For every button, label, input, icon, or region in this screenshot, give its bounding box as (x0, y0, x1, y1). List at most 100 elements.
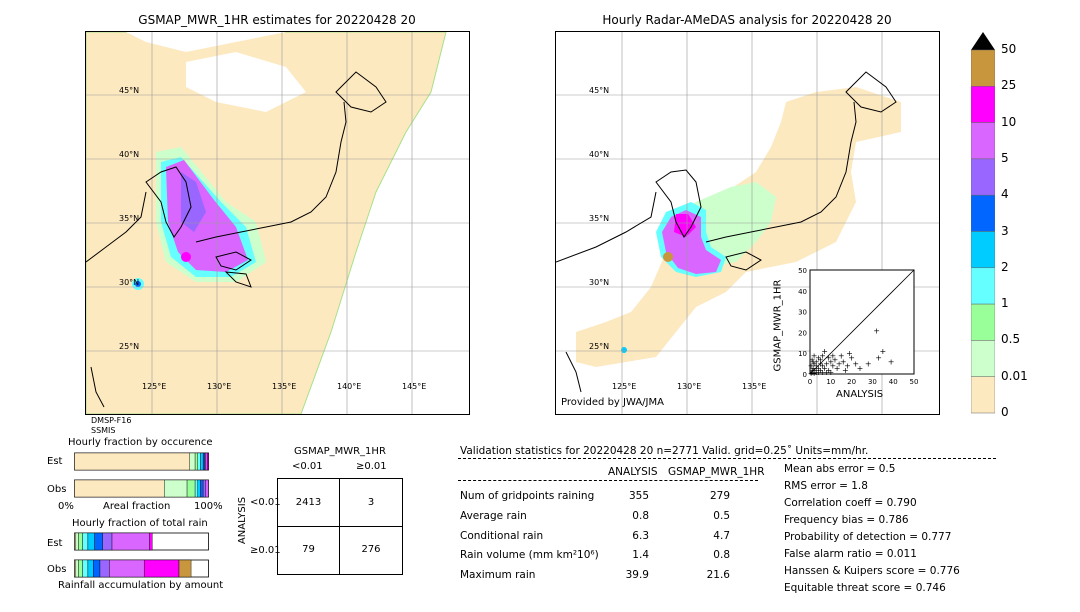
scatter-point: + (842, 366, 849, 375)
scatter-point: + (879, 347, 886, 356)
left-lat-label-30: 30°N (119, 278, 140, 287)
scatter-point: + (809, 355, 816, 364)
stack-bar-segment (102, 532, 113, 551)
scatter-point: + (811, 369, 818, 378)
validation-col-gsmap: GSMAP_MWR_1HR (668, 466, 765, 478)
stack-bar-segment (178, 559, 192, 578)
stack-bar-segment (74, 559, 77, 578)
contingency-row1: <0.01 (250, 497, 281, 508)
stack-bar-segment (75, 559, 79, 578)
stack-bar-segment (99, 559, 110, 578)
stack-bar-segment (206, 452, 209, 471)
right-lat-label-40: 40°N (589, 150, 610, 159)
right-lat-label-45: 45°N (589, 86, 610, 95)
right-lat-label-30: 30°N (589, 278, 610, 287)
left-lat-label-35: 35°N (119, 214, 140, 223)
amount-bars (74, 532, 209, 578)
left-lat-label-40: 40°N (119, 150, 140, 159)
occurrence-bars (74, 452, 209, 498)
scatter-point: + (865, 360, 872, 369)
stack-bar-segment (109, 559, 145, 578)
colorbar-tick-label: 0.5 (1001, 332, 1021, 347)
scatter-point: + (810, 364, 817, 373)
validation-row-analysis: 6.3 (632, 530, 649, 542)
scatter-point: + (813, 358, 820, 367)
scatter-point: + (817, 360, 824, 369)
validation-row-analysis: 355 (628, 490, 649, 502)
scatter-point: + (832, 355, 839, 364)
scatter-ytick: 50 (798, 267, 807, 275)
scatter-xtick: 30 (868, 378, 877, 386)
stack-bar-segment (200, 452, 204, 471)
contingency-cell-22: 276 (361, 544, 381, 555)
stack-bar-segment (74, 479, 165, 498)
amount-title: Hourly fraction of total rain (72, 518, 208, 529)
colorbar-over-arrow (971, 32, 995, 50)
validation-row-label: Rain volume (mm km²10⁶) (460, 549, 599, 561)
scatter-ylabel: GSMAP_MWR_1HR (772, 279, 784, 372)
colorbar-tick-label: 25 (1001, 78, 1017, 93)
right-lon-label-135: 135°E (742, 382, 767, 391)
left-lon-label-145: 145°E (402, 382, 427, 391)
scatter-point: + (825, 366, 832, 375)
scatter-point: + (848, 353, 855, 362)
contingency-title: GSMAP_MWR_1HR (294, 446, 386, 457)
stack-bar-segment (197, 479, 201, 498)
scatter-point: + (836, 360, 843, 369)
stack-bar-segment (202, 479, 207, 498)
colorbar-tick-label: 5 (1001, 150, 1009, 165)
occurrence-row-est: Est (47, 456, 63, 467)
left-lat-label-25: 25°N (119, 342, 140, 351)
colorbar-tick-label: 0.01 (1001, 368, 1028, 383)
score-rms: RMS error = 1.8 (784, 480, 868, 492)
stack-bar-segment (74, 452, 190, 471)
scatter-xtick: 40 (889, 378, 898, 386)
scatter-xtick: 10 (826, 378, 835, 386)
scatter-point: + (815, 364, 822, 373)
left-map-panel (85, 31, 470, 415)
stack-bar-segment (205, 479, 209, 498)
validation-row-gsmap: 21.6 (706, 569, 730, 581)
left-map-title: GSMAP_MWR_1HR estimates for 20220428 20 (138, 13, 416, 27)
left-lon-label-140: 140°E (337, 382, 362, 391)
validation-row-label: Conditional rain (460, 530, 544, 542)
stack-bar-segment (200, 479, 204, 498)
colorbar-segment (970, 86, 996, 123)
contingency-grid: 2413 3 79 276 (277, 478, 403, 575)
left-map-canvas (86, 32, 469, 414)
validation-row-analysis: 0.8 (632, 510, 649, 522)
colorbar-segment (970, 340, 996, 377)
colorbar-segment (970, 376, 996, 414)
occurrence-row-obs: Obs (47, 484, 67, 495)
colorbar-tick-label: 10 (1001, 114, 1017, 129)
scatter-point: + (857, 364, 864, 373)
stack-bar-segment (164, 479, 188, 498)
right-lon-label-130: 130°E (677, 382, 702, 391)
scatter-point: + (815, 353, 822, 362)
colorbar-segment (970, 122, 996, 160)
right-map-panel (555, 31, 940, 415)
colorbar-segment (970, 158, 996, 196)
scatter-point: + (815, 368, 822, 377)
validation-row-analysis: 39.9 (625, 569, 649, 581)
scatter-point: + (827, 358, 834, 367)
colorbar-canvas (970, 32, 996, 414)
scatter-point: + (823, 360, 830, 369)
score-bias: Frequency bias = 0.786 (784, 514, 909, 526)
scatter-point: + (808, 362, 815, 371)
scatter-point: + (825, 353, 832, 362)
validation-row-label: Num of gridpoints raining (460, 490, 595, 502)
left-lon-label-125: 125°E (142, 382, 167, 391)
scatter-ytick: 40 (798, 288, 807, 296)
scatter-xtick: 20 (847, 378, 856, 386)
validation-row-analysis: 1.4 (632, 549, 649, 561)
scatter-point: + (811, 351, 818, 360)
stack-bar-segment (205, 452, 208, 471)
occurrence-axis-left: 0% (58, 501, 74, 512)
contingency-cell-21: 79 (302, 544, 315, 555)
colorbar-segment (970, 49, 996, 87)
scatter-point: + (838, 351, 845, 360)
score-mae: Mean abs error = 0.5 (784, 463, 896, 475)
left-lat-label-45: 45°N (119, 86, 140, 95)
scatter-point: + (840, 358, 847, 367)
